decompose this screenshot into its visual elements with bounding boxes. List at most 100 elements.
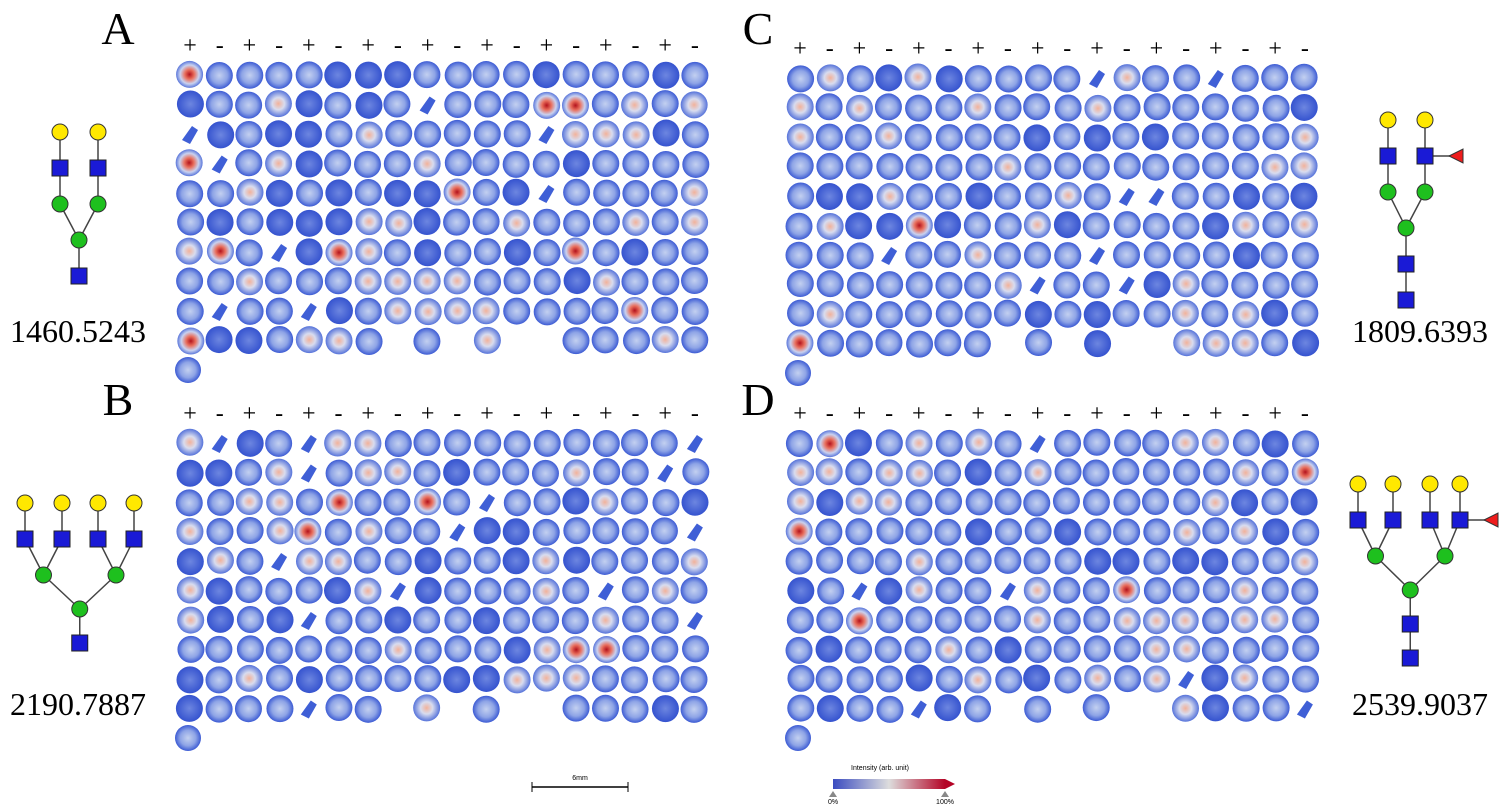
tissue-spot — [563, 209, 591, 237]
tissue-spot — [1291, 242, 1319, 270]
tissue-fragment — [1207, 70, 1224, 88]
tissue-spot — [533, 268, 561, 296]
tissue-spot — [324, 61, 352, 89]
tissue-spot — [265, 120, 293, 148]
tissue-spot — [413, 327, 441, 355]
tissue-spot — [817, 329, 845, 357]
sign-label: + — [599, 401, 613, 427]
tissue-spot — [533, 91, 561, 119]
tissue-spot — [1173, 458, 1201, 486]
tissue-spot — [1113, 635, 1141, 663]
tissue-spot — [413, 606, 441, 634]
tissue-spot — [1082, 459, 1110, 487]
tissue-spot — [1082, 488, 1110, 516]
tissue-spot — [236, 178, 264, 206]
galactose — [89, 494, 107, 512]
tissue-spot — [205, 695, 233, 723]
glcnac — [70, 267, 88, 285]
tissue-spot — [383, 90, 411, 118]
tissue-spot — [651, 547, 679, 575]
sign-label: - — [885, 401, 893, 427]
tissue-spot — [905, 94, 933, 122]
tissue-spot — [533, 488, 561, 516]
tissue-spot — [1024, 300, 1052, 328]
tissue-spot — [414, 239, 442, 267]
tissue-spot — [1171, 606, 1199, 634]
tissue-spot — [1261, 488, 1289, 516]
tissue-spot — [1261, 576, 1289, 604]
tissue-spot — [965, 428, 993, 456]
panel-letter: C — [743, 3, 774, 54]
tissue-spot — [295, 547, 323, 575]
tissue-spot — [1172, 153, 1200, 181]
tissue-spot — [443, 119, 471, 147]
tissue-spot — [324, 547, 352, 575]
tissue-spot — [175, 357, 201, 383]
tissue-fragment — [211, 303, 228, 321]
tissue-spot — [680, 91, 708, 119]
scale-bar: 6mm — [531, 775, 629, 792]
tissue-spot — [816, 152, 844, 180]
tissue-spot — [905, 489, 933, 517]
tissue-spot — [994, 488, 1022, 516]
galactose — [1349, 475, 1367, 493]
glcnac — [1421, 511, 1439, 529]
tissue-spot — [994, 212, 1022, 240]
tissue-spot — [177, 635, 205, 663]
tissue-spot — [591, 297, 619, 325]
tissue-spot — [904, 300, 932, 328]
tissue-spot — [205, 90, 233, 118]
tissue-spot — [816, 606, 844, 634]
tissue-spot — [787, 664, 815, 692]
tissue-spot — [474, 636, 502, 664]
tissue-spot — [325, 636, 353, 664]
tissue-spot — [934, 694, 962, 722]
tissue-spot — [1261, 430, 1289, 458]
tissue-spot — [295, 326, 323, 354]
tissue-spot — [1202, 607, 1230, 635]
tissue-array — [785, 63, 1320, 386]
tissue-spot — [934, 182, 962, 210]
tissue-spot — [355, 208, 383, 236]
tissue-spot — [325, 694, 353, 722]
mannose — [70, 231, 88, 249]
tissue-spot — [785, 429, 813, 457]
tissue-spot — [875, 459, 903, 487]
tissue-spot — [1141, 123, 1169, 151]
tissue-spot — [205, 577, 233, 605]
tissue-spot — [355, 91, 383, 119]
tissue-spot — [413, 150, 441, 178]
tissue-spot — [876, 695, 904, 723]
tissue-spot — [235, 239, 263, 267]
tissue-spot — [1201, 548, 1229, 576]
tissue-fragment — [479, 494, 495, 512]
tissue-spot — [264, 90, 292, 118]
sign-label: + — [912, 36, 926, 62]
tissue-spot — [561, 237, 589, 265]
tissue-spot — [474, 577, 502, 605]
tissue-spot — [650, 517, 678, 545]
tissue-fragment — [538, 126, 555, 144]
tissue-spot — [1143, 607, 1171, 635]
sign-label: + — [1268, 401, 1282, 427]
tissue-spot — [681, 121, 709, 149]
sign-label: + — [1150, 401, 1164, 427]
tissue-spot — [1023, 211, 1051, 239]
tissue-spot — [325, 664, 353, 692]
tissue-spot — [1202, 329, 1230, 357]
sign-label: + — [1090, 36, 1104, 62]
sign-label: - — [826, 36, 834, 62]
tissue-spot — [266, 488, 294, 516]
tissue-spot — [905, 429, 933, 457]
tissue-spot — [206, 546, 234, 574]
tissue-fragment — [271, 244, 288, 262]
tissue-spot — [206, 208, 234, 236]
tissue-spot — [1262, 547, 1290, 575]
tissue-spot — [295, 238, 323, 266]
mannose — [107, 566, 125, 584]
tissue-spot — [993, 182, 1021, 210]
tissue-spot — [905, 518, 933, 546]
tissue-spot — [622, 208, 650, 236]
tissue-spot — [622, 60, 650, 88]
